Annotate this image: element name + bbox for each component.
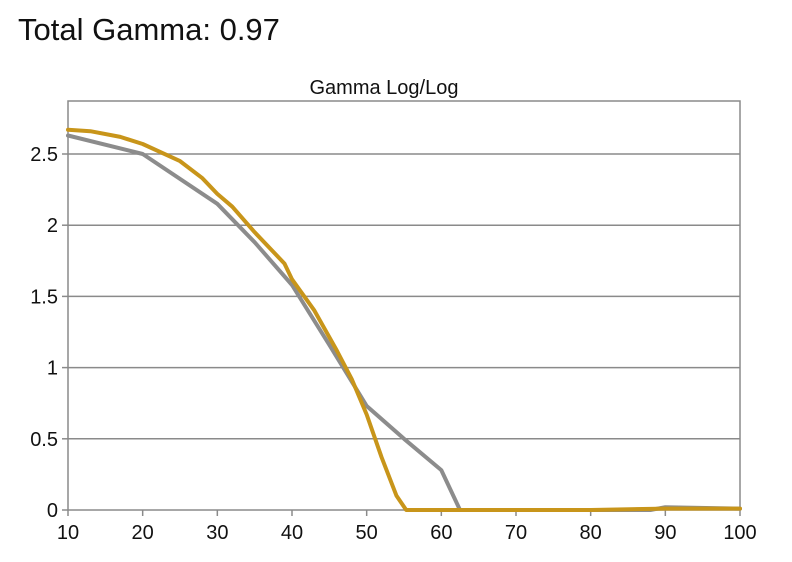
total-gamma-label: Total Gamma: [18, 12, 211, 47]
y-tick-label: 2 [47, 215, 58, 237]
x-tick-label: 100 [723, 522, 756, 544]
total-gamma-value: 0.97 [219, 12, 280, 47]
x-tick-label: 50 [356, 522, 378, 544]
y-tick-label: 1.5 [30, 286, 58, 308]
x-tick-label: 10 [57, 522, 79, 544]
y-axis: 0 0.5 1 1.5 2 2.5 [30, 144, 68, 522]
y-tick-label: 1 [47, 358, 58, 380]
x-tick-label: 20 [132, 522, 154, 544]
y-tick-label: 0.5 [30, 429, 58, 451]
x-tick-label: 30 [206, 522, 228, 544]
chart-title: Gamma Log/Log [310, 77, 459, 99]
x-tick-label: 80 [580, 522, 602, 544]
x-tick-label: 90 [654, 522, 676, 544]
x-axis: 10 20 30 40 50 60 70 80 90 100 [57, 510, 757, 544]
x-tick-label: 70 [505, 522, 527, 544]
x-tick-label: 40 [281, 522, 303, 544]
x-tick-label: 60 [430, 522, 452, 544]
series-group [66, 127, 742, 512]
y-tick-label: 2.5 [30, 144, 58, 166]
plot-area [67, 100, 741, 511]
y-tick-label: 0 [47, 500, 58, 522]
total-gamma-headline: Total Gamma: 0.97 [18, 12, 280, 48]
series-line-2 [66, 127, 742, 512]
